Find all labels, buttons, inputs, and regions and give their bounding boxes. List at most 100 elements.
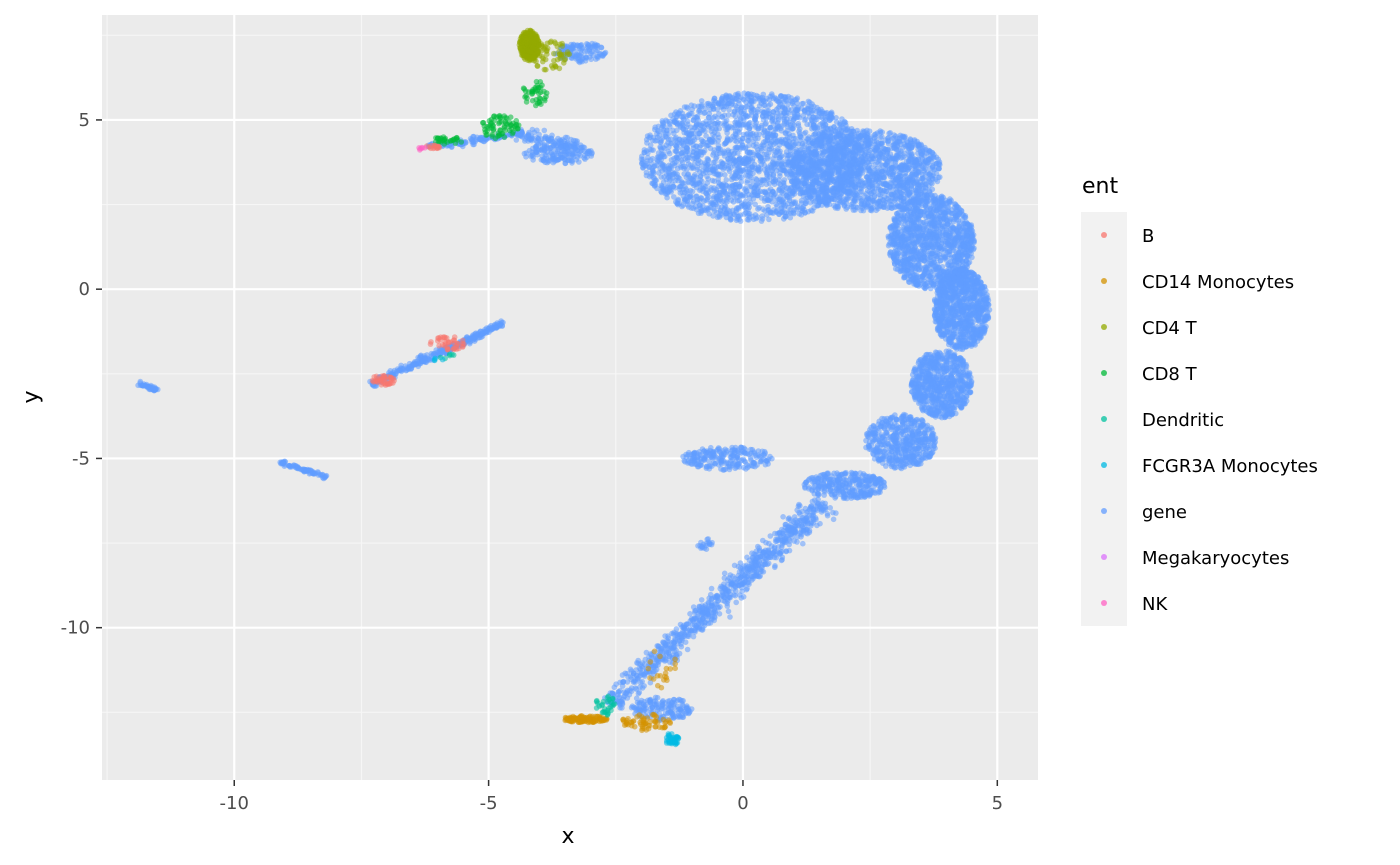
data-point	[875, 142, 881, 148]
data-point	[782, 105, 788, 112]
data-point	[819, 175, 826, 181]
data-point	[930, 163, 936, 170]
data-point	[846, 134, 853, 140]
data-point	[934, 178, 941, 185]
data-point	[652, 138, 658, 144]
data-point	[716, 198, 722, 204]
data-point	[921, 208, 928, 214]
data-point	[900, 205, 906, 212]
data-point	[851, 170, 857, 176]
data-point	[898, 150, 904, 156]
data-point	[794, 150, 800, 157]
data-point	[953, 203, 960, 210]
data-point	[899, 238, 905, 245]
data-point	[878, 180, 884, 187]
data-point	[944, 232, 950, 239]
data-point	[910, 255, 916, 261]
data-point	[715, 142, 722, 149]
data-point	[769, 167, 776, 173]
data-point	[923, 201, 929, 208]
data-point	[658, 157, 664, 163]
data-point	[774, 197, 780, 203]
data-point	[750, 92, 757, 98]
data-point	[865, 202, 872, 209]
data-point	[750, 142, 757, 149]
data-point	[808, 207, 814, 214]
data-point	[931, 202, 937, 208]
data-point	[857, 185, 863, 192]
data-point	[746, 210, 753, 217]
data-point	[765, 207, 772, 213]
data-point	[710, 200, 717, 207]
data-point	[834, 155, 840, 162]
data-point	[770, 162, 776, 168]
data-point	[709, 118, 715, 124]
data-point	[789, 126, 795, 132]
data-point	[858, 203, 865, 209]
data-point	[880, 174, 887, 181]
data-point	[963, 233, 970, 239]
data-point	[731, 108, 738, 114]
data-point	[892, 226, 898, 233]
data-point	[657, 144, 663, 150]
data-point	[715, 203, 721, 210]
data-point	[695, 130, 702, 137]
data-point	[882, 156, 888, 162]
data-point	[737, 218, 744, 224]
data-point	[808, 151, 815, 158]
data-point	[745, 159, 752, 165]
data-point	[706, 194, 712, 200]
data-point	[850, 207, 857, 213]
data-point	[842, 172, 849, 179]
data-point	[731, 175, 738, 181]
data-point	[708, 185, 714, 191]
data-point	[956, 211, 962, 218]
data-point	[756, 153, 762, 160]
data-point	[805, 171, 812, 177]
data-point	[761, 198, 768, 204]
data-point	[749, 178, 756, 185]
data-point	[947, 241, 953, 248]
data-point	[928, 258, 934, 264]
data-point	[660, 127, 667, 133]
data-point	[939, 264, 946, 270]
data-point	[695, 103, 702, 110]
data-point	[930, 154, 937, 160]
data-point	[901, 275, 907, 281]
data-point	[822, 197, 828, 203]
data-point	[927, 228, 933, 235]
data-point	[699, 185, 706, 191]
data-point	[752, 212, 759, 218]
data-point	[889, 154, 896, 160]
data-point	[931, 263, 937, 270]
data-point	[836, 143, 843, 150]
data-point	[696, 108, 702, 114]
data-point	[930, 208, 936, 214]
data-point	[723, 95, 729, 102]
data-point	[690, 155, 696, 162]
data-point	[793, 115, 799, 121]
data-point	[815, 193, 821, 200]
data-point	[777, 110, 784, 116]
data-point	[840, 155, 847, 161]
data-point	[904, 176, 911, 183]
data-point	[746, 125, 753, 132]
data-point	[650, 147, 656, 153]
data-point	[689, 188, 696, 195]
data-point	[795, 157, 802, 163]
data-point	[769, 133, 776, 139]
data-point	[660, 151, 667, 157]
data-point	[745, 113, 751, 119]
data-point	[732, 184, 738, 191]
data-point	[676, 120, 683, 126]
data-point	[853, 191, 860, 198]
data-point	[825, 155, 831, 162]
data-point	[714, 106, 720, 113]
data-point	[911, 172, 918, 178]
minor-gridlines	[102, 15, 1038, 780]
data-point	[937, 216, 944, 222]
data-point	[879, 190, 885, 196]
data-point	[720, 166, 727, 172]
data-point	[951, 216, 958, 223]
